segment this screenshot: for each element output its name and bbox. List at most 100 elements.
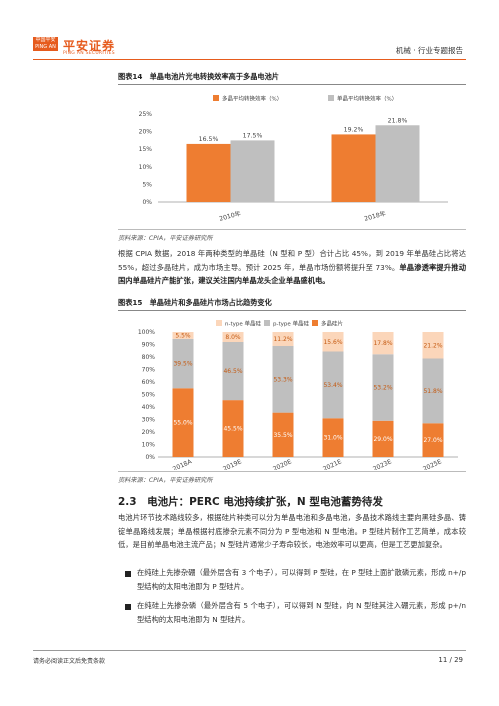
- segment-value-label: 53.2%: [373, 385, 392, 392]
- segment-value-label: 39.5%: [173, 361, 192, 368]
- brand-logo-badge: 中国平安 PING AN: [33, 37, 58, 51]
- y-tick-label: 20%: [142, 429, 156, 436]
- stacked-bar-segment: [172, 338, 194, 389]
- legend-label: 多晶平均转换效率（%）: [222, 95, 282, 103]
- stacked-bar-segment: [422, 332, 444, 359]
- footer-disclaimer: 请务必阅读正文后免责条款: [33, 658, 106, 665]
- bar: [230, 140, 275, 202]
- bullet-item-2: 在纯硅上先掺杂磷（最外层含有 5 个电子），可以得到 N 型硅，向 N 型硅其注…: [137, 601, 466, 624]
- figure14-bottom-rule: [118, 229, 466, 230]
- y-tick-label: 10%: [142, 442, 156, 449]
- legend-swatch: [216, 320, 222, 326]
- figure14-source: 资料来源：CPIA，平安证券研究所: [118, 235, 213, 242]
- segment-value-label: 15.6%: [323, 339, 342, 346]
- stacked-bar-segment: [422, 423, 444, 457]
- legend-swatch: [328, 95, 334, 101]
- brand-name: 平安证券: [63, 39, 116, 53]
- y-tick-label: 5%: [142, 181, 152, 188]
- stacked-bar-segment: [372, 332, 394, 355]
- y-tick-label: 70%: [142, 367, 156, 374]
- bullet-marker: [125, 604, 131, 610]
- page-number: 11 / 29: [438, 656, 463, 664]
- stacked-bar-segment: [272, 346, 294, 413]
- figure14-title-rule: [118, 84, 466, 85]
- segment-value-label: 5.5%: [175, 332, 191, 339]
- figure14-title: 图表14 单晶电池片光电转换效率高于多晶电池片: [118, 72, 279, 81]
- stacked-bar-segment: [322, 351, 344, 419]
- report-type: 机械 · 行业专题报告: [395, 46, 463, 55]
- legend-label: 多晶硅片: [321, 320, 343, 328]
- legend-swatch: [312, 320, 318, 326]
- segment-value-label: 31.0%: [323, 435, 342, 442]
- stacked-bar-segment: [222, 332, 244, 342]
- segment-value-label: 55.0%: [173, 420, 192, 427]
- bar-value-label: 21.8%: [388, 117, 408, 124]
- bar: [186, 143, 231, 202]
- segment-value-label: 17.8%: [373, 340, 392, 347]
- y-tick-label: 15%: [139, 146, 153, 153]
- figure15-title: 图表15 单晶硅片和多晶硅片市场占比趋势变化: [118, 298, 272, 307]
- segment-value-label: 11.2%: [273, 336, 292, 343]
- figure15-source: 资料来源：CPIA，平安证券研究所: [118, 477, 213, 484]
- stacked-bar-segment: [322, 332, 344, 352]
- x-tick-label: 2010年: [218, 209, 241, 222]
- y-tick-label: 0%: [142, 199, 152, 206]
- stacked-bar-segment: [322, 418, 344, 457]
- section-body: 电池片环节技术路线较多，根据硅片种类可以分为单晶电池和多晶电池，多晶技术路线主要…: [118, 513, 466, 549]
- y-tick-label: 60%: [142, 379, 156, 386]
- figure14-chart: 多晶平均转换效率（%） 单晶平均转换效率（%） 0% 5% 10% 15% 20% 25% 16…: [139, 95, 448, 223]
- bar: [375, 125, 420, 202]
- stacked-bar-segment: [172, 388, 194, 457]
- brand-name-en: PING AN SECURITIES: [63, 51, 115, 56]
- stacked-bar-segment: [372, 420, 394, 457]
- paragraph1-text: 根据 CPIA 数据，2018 年两种类型的单晶硅（N 型和 P 型）合计占比 …: [118, 249, 466, 272]
- bar-value-label: 17.5%: [243, 132, 263, 139]
- segment-value-label: 45.5%: [223, 426, 242, 433]
- x-tick-label: 2023E: [372, 458, 393, 470]
- bullet-item-1: 在纯硅上先掺杂硼（最外层含有 3 个电子），可以得到 P 型硅，在 P 型硅上面…: [137, 568, 466, 591]
- stacked-bar-segment: [222, 400, 244, 457]
- segment-value-label: 21.2%: [423, 342, 442, 349]
- x-tick-label: 2018年: [363, 209, 386, 222]
- section-title: 2.3 电池片：PERC 电池持续扩张，N 型电池蓄势待发: [118, 496, 383, 508]
- legend-label: p-type 单晶硅: [273, 320, 310, 328]
- segment-value-label: 27.0%: [423, 437, 442, 444]
- body-paragraph-1: 根据 CPIA 数据，2018 年两种类型的单晶硅（N 型和 P 型）合计占比 …: [118, 247, 466, 288]
- segment-value-label: 51.8%: [423, 388, 442, 395]
- bullet-marker: [125, 571, 131, 577]
- paragraph1-highlight: 单晶渗透率提升推动国内单晶硅片产能扩张，建议关注国内单晶龙头企业单晶盛机电。: [118, 262, 466, 286]
- x-tick-label: 2019E: [222, 458, 243, 470]
- stacked-bar-segment: [272, 412, 294, 457]
- bar-value-label: 19.2%: [344, 126, 364, 133]
- figure15-chart: n-type 单晶硅 p-type 单晶硅 多晶硅片 0% 10% 20% 30% 40% 50…: [138, 320, 458, 470]
- segment-value-label: 46.5%: [223, 368, 242, 375]
- legend-label: 单晶平均转换效率（%）: [337, 95, 397, 103]
- y-tick-label: 80%: [142, 354, 156, 361]
- stacked-bar-segment: [372, 354, 394, 421]
- y-tick-label: 100%: [138, 329, 155, 336]
- y-tick-label: 30%: [142, 417, 156, 424]
- header-divider: [33, 59, 466, 60]
- segment-value-label: 53.3%: [273, 376, 292, 383]
- y-tick-label: 0%: [145, 454, 155, 461]
- stacked-bar-segment: [172, 332, 194, 339]
- y-tick-label: 40%: [142, 404, 156, 411]
- y-tick-label: 20%: [139, 129, 153, 136]
- y-tick-label: 90%: [142, 342, 156, 349]
- y-tick-label: 10%: [139, 164, 153, 171]
- legend-label: n-type 单晶硅: [225, 320, 262, 328]
- x-tick-label: 2018A: [172, 458, 194, 470]
- footer-divider: [33, 650, 466, 651]
- legend-swatch: [213, 95, 219, 101]
- segment-value-label: 35.5%: [273, 432, 292, 439]
- figure15-bottom-rule: [118, 471, 466, 472]
- stacked-bar-segment: [422, 358, 444, 424]
- segment-value-label: 8.0%: [225, 334, 241, 341]
- stacked-bar-segment: [272, 332, 294, 346]
- x-tick-label: 2025E: [422, 458, 443, 470]
- segment-value-label: 29.0%: [373, 436, 392, 443]
- bar-value-label: 16.5%: [199, 136, 219, 143]
- figure15-title-rule: [118, 310, 466, 311]
- bar: [331, 134, 376, 202]
- segment-value-label: 53.4%: [323, 382, 342, 389]
